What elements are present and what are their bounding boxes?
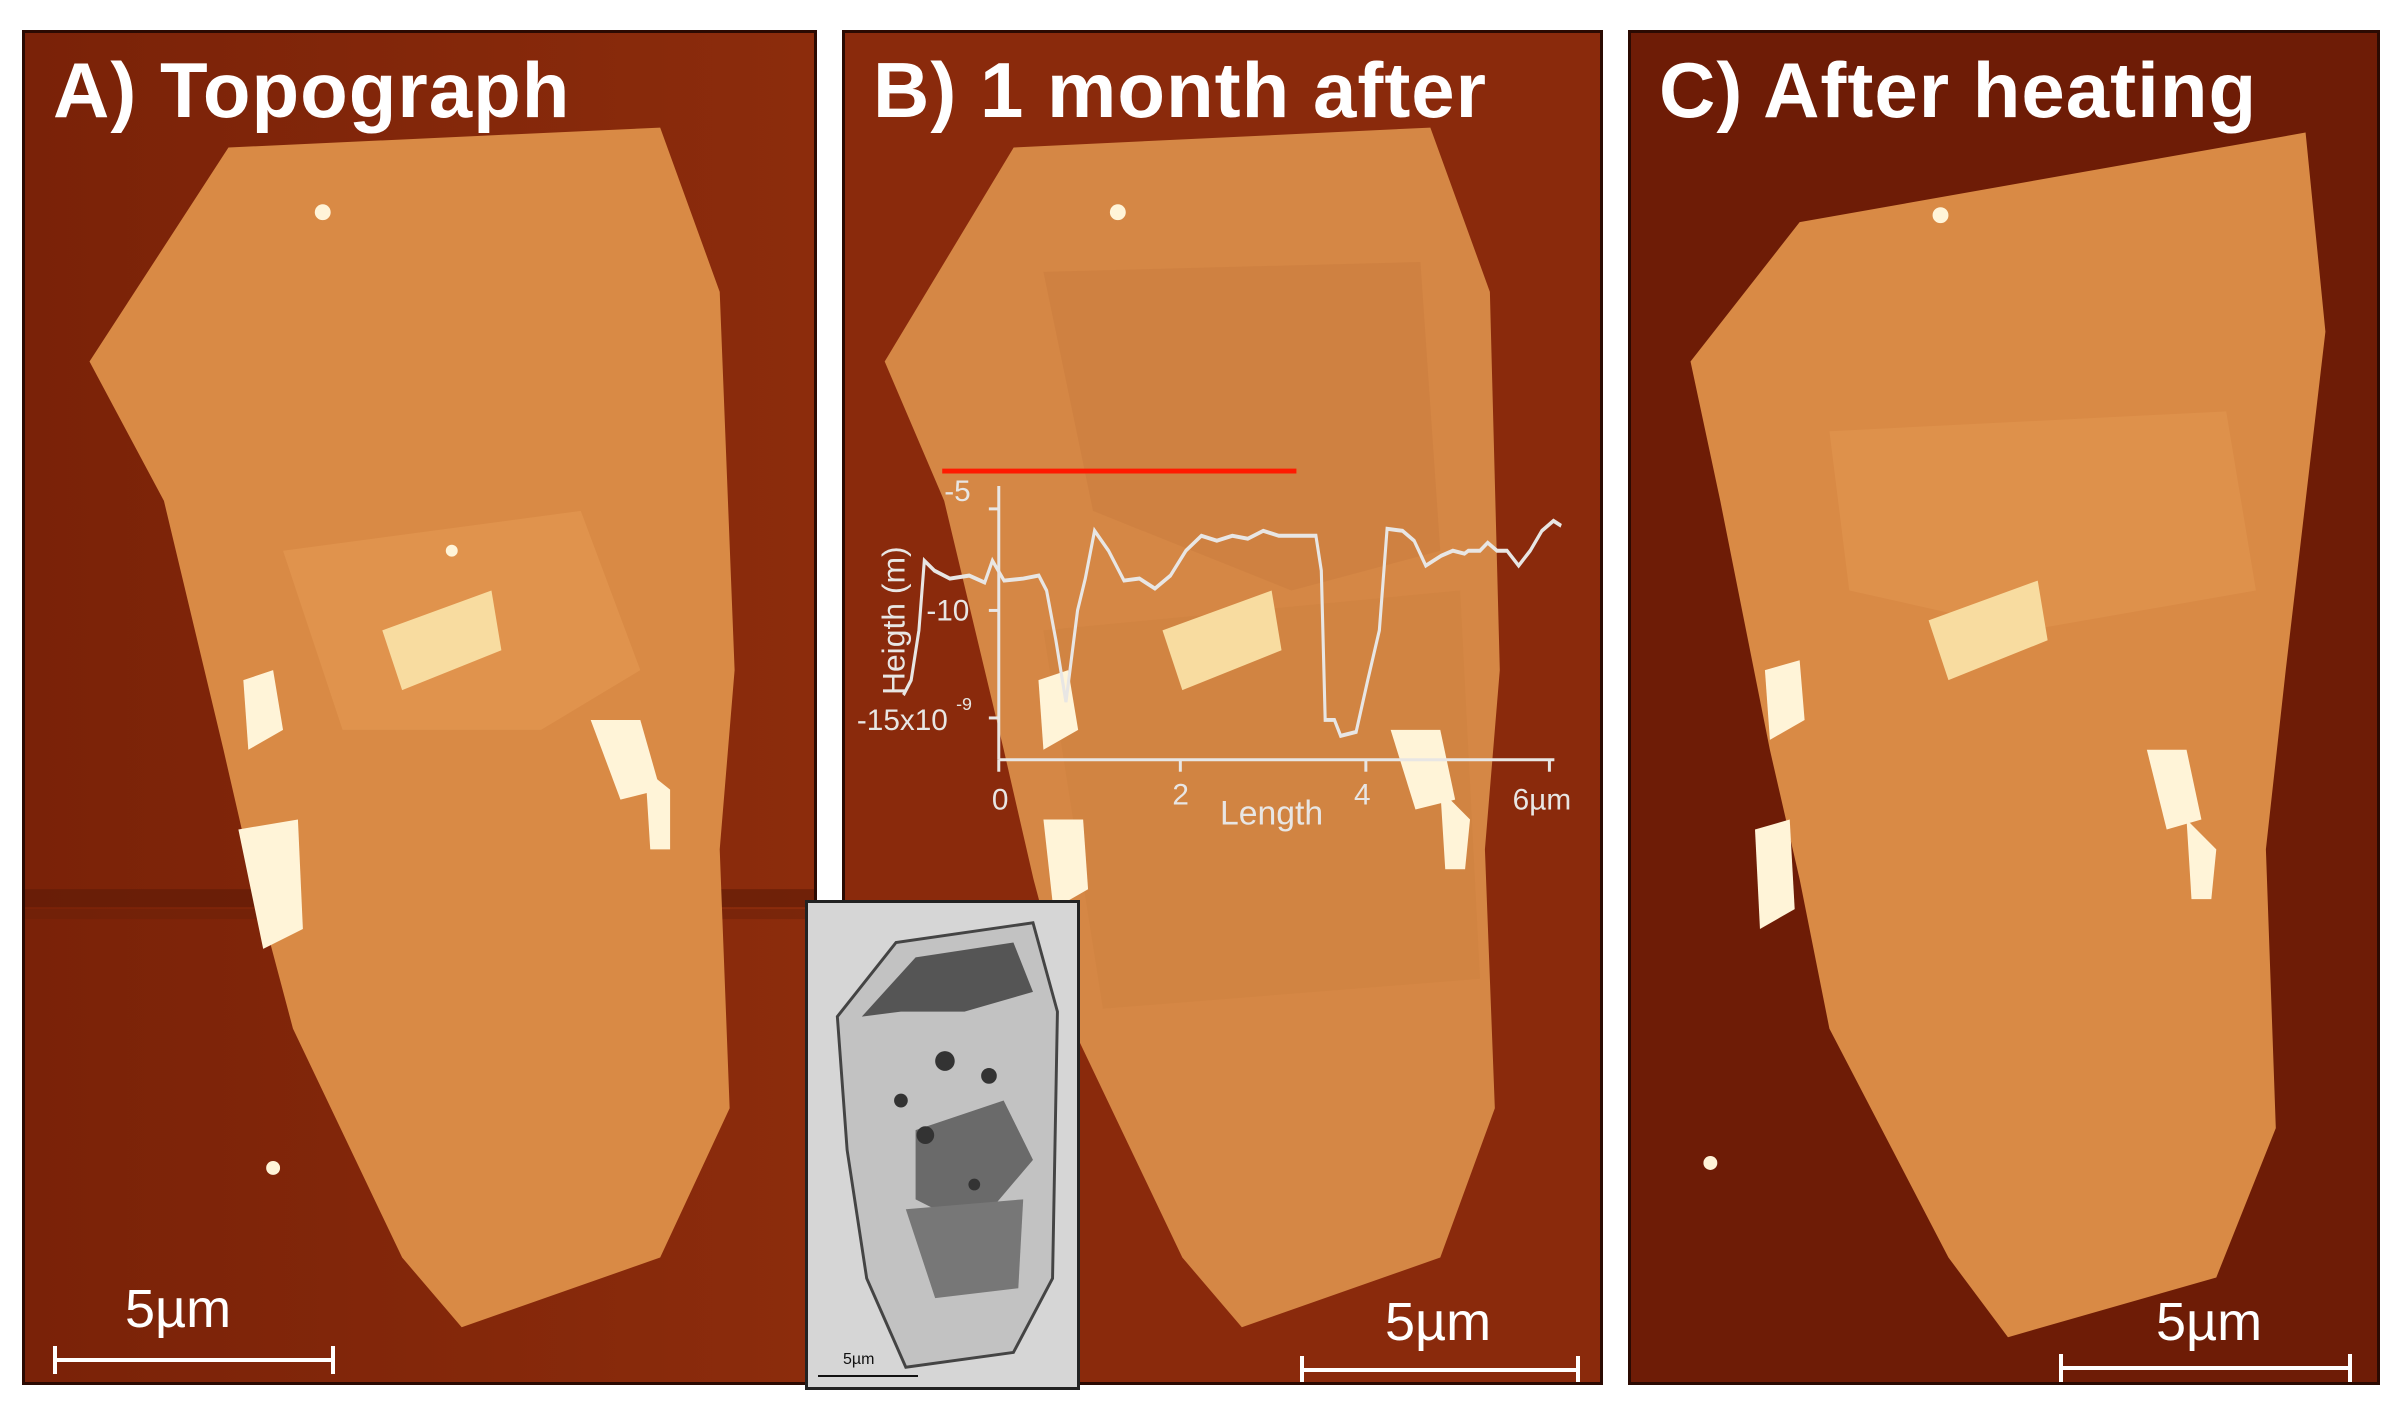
scale-bar-b: [1300, 1356, 1580, 1382]
scale-bar-label-a: 5µm: [125, 1279, 232, 1339]
inset-flake-image: [808, 903, 1077, 1387]
inset-scale-bar: [818, 1375, 918, 1377]
scale-bar-c: [2059, 1354, 2352, 1382]
afm-topograph-image-c: [1631, 33, 2377, 1382]
panel-c: C) After heating 5µm: [1628, 30, 2380, 1385]
scale-bar-label-c: 5µm: [2156, 1292, 2263, 1352]
inset-scale-label: 5µm: [843, 1351, 875, 1368]
scale-bar-a: [53, 1346, 335, 1374]
panel-a-title: A) Topograph: [53, 46, 571, 134]
panel-a: A) Topograph 5µm: [22, 30, 817, 1385]
afm-topograph-image-a: [25, 33, 814, 1382]
grayscale-inset-image: 5µm: [805, 900, 1080, 1390]
panel-c-title: C) After heating: [1659, 46, 2258, 134]
scale-bar-label-b: 5µm: [1385, 1292, 1492, 1352]
panel-b: -5 -10 -15x10 -9 0 2 4 6µm Length Heigth…: [842, 30, 1603, 1385]
panel-b-title: B) 1 month after: [873, 46, 1488, 134]
